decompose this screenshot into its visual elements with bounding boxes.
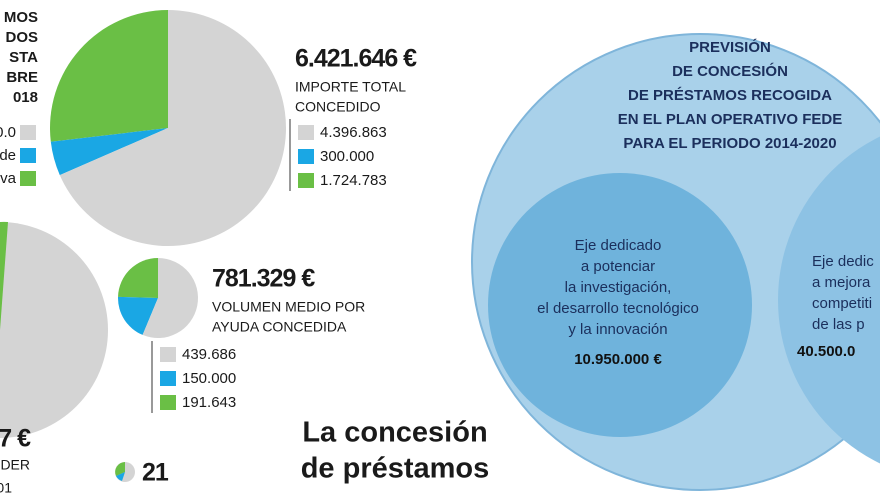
axis2-text: a mejora (812, 274, 871, 291)
legend-fragment: va (0, 170, 17, 187)
axis1-circle (488, 173, 752, 437)
pie-subtitle: AYUDA CONCEDIDA (212, 319, 347, 335)
pie-slice (142, 258, 198, 338)
heading-fragment: 018 (13, 89, 38, 106)
pie-subtitle: VOLUMEN MEDIO POR (212, 299, 365, 315)
total-fragment: 7 € (0, 425, 31, 453)
value-label: 1.724.783 (320, 172, 387, 189)
pie-slice (59, 10, 287, 246)
heading-fragment: BRE (6, 69, 38, 86)
axis2-amount: 40.500.0 (797, 343, 855, 360)
pie-slice (50, 10, 169, 142)
legend-swatch (160, 347, 176, 362)
value-label: 4.396.863 (320, 124, 387, 141)
axis2-circle (778, 136, 880, 464)
value-label: 150.000 (182, 370, 236, 387)
cropped-pie-slice (0, 221, 8, 330)
pie-slice (118, 296, 158, 335)
axis2-text: de las p (812, 316, 865, 333)
value-label: 191.643 (182, 394, 236, 411)
legend-swatch (298, 125, 314, 140)
headline: La concesión (302, 417, 487, 449)
axis1-text: Eje dedicado (575, 237, 662, 254)
pie-slice (50, 128, 169, 176)
forecast-title: PREVISIÓN (689, 38, 771, 56)
axis1-amount: 10.950.000 € (574, 351, 662, 368)
forecast-title: DE CONCESIÓN (672, 62, 788, 80)
pie-subtitle: IMPORTE TOTAL (295, 79, 406, 95)
forecast-title: PARA EL PERIODO 2014-2020 (623, 135, 836, 152)
axis2-text: Eje dedic (812, 253, 874, 270)
legend-fragment: de (0, 147, 16, 164)
heading-fragment: DOS (5, 29, 38, 46)
cropped-pie (0, 222, 108, 438)
legend-swatch (298, 173, 314, 188)
legend-swatch (160, 371, 176, 386)
small-pie-slice (115, 462, 125, 476)
axis1-text: la investigación, (565, 279, 672, 296)
headline: de préstamos (301, 453, 490, 485)
heading-fragment: MOS (4, 9, 38, 26)
small-pie-slice (116, 472, 125, 481)
legend-swatch (298, 149, 314, 164)
forecast-title: EN EL PLAN OPERATIVO FEDE (618, 111, 842, 128)
pie-title: 6.421.646 € (295, 45, 417, 73)
pie-subtitle: CONCEDIDO (295, 99, 381, 115)
caption-fragment: DER (0, 457, 30, 473)
axis1-text: y la innovación (568, 321, 667, 338)
value-label: 300.000 (320, 148, 374, 165)
axis1-text: el desarrollo tecnológico (537, 300, 699, 317)
heading-fragment: STA (9, 49, 38, 66)
legend-fragment: 0.0 (0, 124, 16, 141)
row-fragment: 01 (0, 480, 12, 495)
pie-title: 781.329 € (212, 265, 315, 293)
legend-swatch (20, 148, 36, 163)
axis2-text: competiti (812, 295, 872, 312)
pie-slice (118, 258, 158, 298)
forecast-title: DE PRÉSTAMOS RECOGIDA (628, 87, 832, 104)
legend-swatch (20, 125, 36, 140)
small-fragment: 21 (142, 459, 169, 487)
legend-swatch (160, 395, 176, 410)
axis1-text: a potenciar (581, 258, 655, 275)
legend-swatch (20, 171, 36, 186)
value-label: 439.686 (182, 346, 236, 363)
